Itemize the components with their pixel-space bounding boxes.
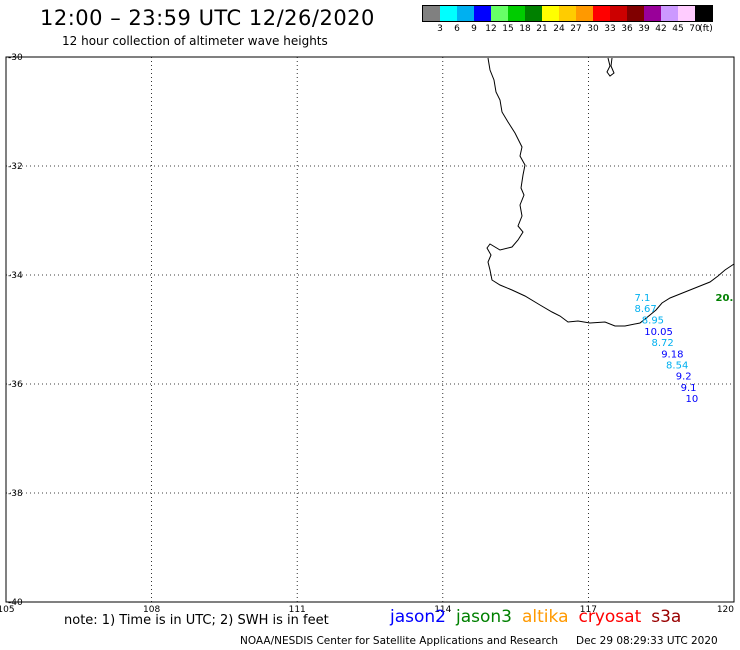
color-swatch (457, 6, 474, 21)
map-grid (6, 57, 734, 602)
color-swatch (474, 6, 491, 21)
longitude-tick-label: 111 (289, 605, 306, 615)
color-swatch (559, 6, 576, 21)
longitude-tick-label: 117 (580, 605, 597, 615)
wave-height-observation: 8.67 (635, 304, 657, 315)
map-frame (5, 56, 735, 603)
color-scale-labels: 3 6 9 12 15 18 21 24 27 30 33 36 39 42 45 70 (ft) (422, 22, 713, 34)
longitude-tick-label: 120 (717, 605, 734, 615)
color-scale-label: 45 (672, 24, 684, 34)
color-swatch (542, 6, 559, 21)
wave-height-observation: 8.54 (666, 361, 688, 372)
color-scale-swatches (422, 5, 713, 22)
wave-height-color-scale: 3 6 9 12 15 18 21 24 27 30 33 36 39 42 45 70 (ft) (422, 5, 713, 34)
color-swatch (491, 6, 508, 21)
color-swatch (576, 6, 593, 21)
color-swatch (695, 6, 712, 21)
color-scale-label: 39 (638, 24, 650, 34)
axis-tick-labels: 105 108 111 114 117 120 -30 -32 -34 -36 -38 -40 (0, 53, 734, 615)
satellite-legend: jason2 jason3 altika cryosat s3a (390, 607, 691, 627)
latitude-tick-label: -30 (8, 53, 23, 63)
longitude-tick-label: 105 (0, 605, 15, 615)
coastline-island (606, 57, 615, 77)
color-scale-label: 33 (604, 24, 616, 34)
color-scale-unit: (ft) (699, 24, 713, 34)
color-swatch (644, 6, 661, 21)
latitude-tick-label: -38 (8, 489, 23, 499)
color-scale-label: 30 (587, 24, 599, 34)
color-swatch (593, 6, 610, 21)
wave-height-observation: 8.72 (651, 338, 673, 349)
color-swatch (678, 6, 695, 21)
color-scale-label: 27 (570, 24, 582, 34)
latitude-tick-label: -34 (8, 271, 23, 281)
color-swatch (525, 6, 542, 21)
color-scale-label: 21 (536, 24, 548, 34)
color-scale-label: 36 (621, 24, 633, 34)
latitude-tick-label: -32 (8, 162, 23, 172)
latitude-tick-label: -40 (8, 598, 23, 608)
wave-height-observation: 9.1 (681, 383, 697, 394)
color-scale-label: 70 (689, 24, 701, 34)
color-scale-label: 24 (553, 24, 565, 34)
satellite-legend-item: cryosat (578, 607, 642, 627)
color-scale-label: 15 (502, 24, 514, 34)
color-swatch (627, 6, 644, 21)
credit-text: NOAA/NESDIS Center for Satellite Applica… (240, 635, 558, 647)
wave-height-observation: 10 (685, 394, 698, 405)
satellite-legend-item: jason2 (390, 607, 446, 627)
coastline-path (486, 57, 735, 327)
generation-timestamp: Dec 29 08:29:33 UTC 2020 (576, 635, 718, 647)
color-swatch (508, 6, 525, 21)
map-subtitle: 12 hour collection of altimeter wave hei… (62, 34, 328, 48)
color-scale-label: 9 (471, 24, 477, 34)
color-swatch (610, 6, 627, 21)
wave-height-observation: 10.05 (644, 327, 673, 338)
latitude-tick-label: -36 (8, 380, 23, 390)
wave-height-observation: 9.18 (661, 349, 683, 360)
wave-height-observation: 7.1 (635, 293, 651, 304)
footnote: note: 1) Time is in UTC; 2) SWH is in fe… (64, 613, 329, 628)
color-scale-label: 42 (655, 24, 667, 34)
satellite-legend-item: altika (522, 607, 569, 627)
color-scale-label: 18 (519, 24, 531, 34)
color-swatch (661, 6, 678, 21)
wave-height-observation: 9.2 (676, 372, 692, 383)
wave-height-observation: 8.95 (642, 316, 664, 327)
color-scale-label: 3 (437, 24, 443, 34)
satellite-legend-item: jason3 (456, 607, 512, 627)
map-title: 12:00 – 23:59 UTC 12/26/2020 (40, 6, 375, 30)
longitude-tick-label: 114 (434, 605, 451, 615)
color-scale-label: 12 (485, 24, 497, 34)
wave-height-observation: 20. (716, 293, 734, 304)
coastline (486, 57, 735, 327)
satellite-legend-item: s3a (651, 607, 682, 627)
color-swatch (423, 6, 440, 21)
color-scale-label: 6 (454, 24, 460, 34)
longitude-tick-label: 108 (143, 605, 160, 615)
credit-line: NOAA/NESDIS Center for Satellite Applica… (240, 635, 718, 647)
color-swatch (440, 6, 457, 21)
